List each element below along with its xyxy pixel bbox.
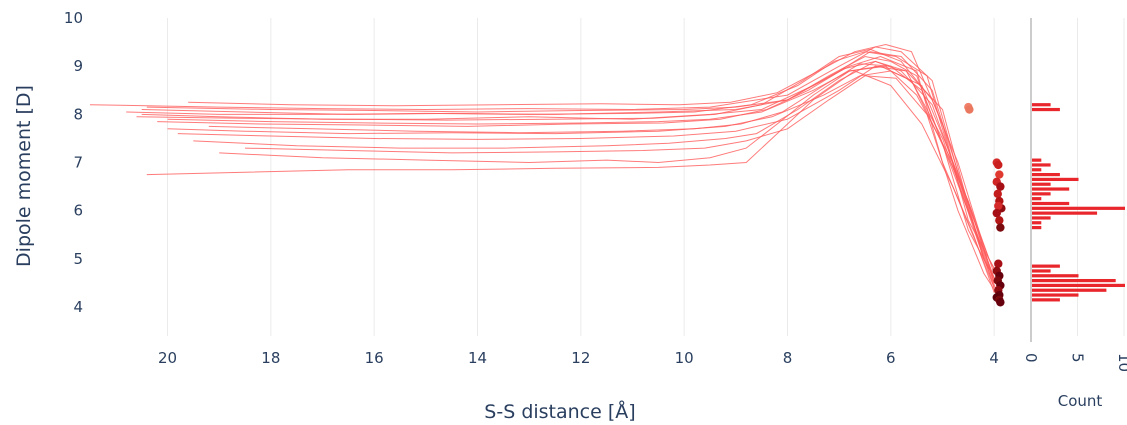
tick-labels: 20 18 16 14 12 10 8 6 4 4 5 6 7 8 9 10 0 5 10 — [64, 9, 1127, 372]
x-tick-label-4: 12 — [571, 349, 590, 367]
endpoint-marker-6 — [996, 182, 1005, 191]
trajectory-line-14 — [136, 48, 995, 284]
histogram-bar-19 — [1032, 274, 1079, 278]
trajectory-line-11 — [157, 60, 1000, 279]
endpoint-marker-7 — [993, 189, 1002, 199]
trajectory-line-4 — [146, 51, 1000, 293]
histogram-bar-20 — [1032, 278, 1116, 283]
histogram-bar-0 — [1032, 103, 1051, 107]
x-tick-label-7: 6 — [886, 349, 896, 367]
endpoint-markers — [964, 102, 1006, 307]
endpoint-marker-1 — [965, 105, 974, 114]
endpoint-marker-3 — [994, 160, 1003, 170]
hist-tick-label-0: 0 — [1022, 353, 1040, 363]
histogram-bar-23 — [1032, 293, 1079, 297]
trajectory-line-3 — [167, 65, 995, 284]
trajectory-line-7 — [146, 70, 995, 288]
histogram-x-axis-title: Count — [1058, 392, 1103, 410]
histogram-bar-10 — [1032, 197, 1042, 201]
trajectory-line-13 — [244, 75, 1000, 298]
trajectory-lines — [89, 43, 1000, 298]
trajectory-line-9 — [193, 60, 995, 279]
count-histogram — [1032, 103, 1125, 302]
histogram-bar-2 — [1032, 158, 1042, 162]
endpoint-marker-11 — [992, 208, 1001, 218]
histogram-bar-3 — [1032, 163, 1051, 167]
histogram-bar-13 — [1032, 211, 1098, 215]
x-tick-label-1: 18 — [261, 349, 280, 367]
trajectory-line-15 — [208, 63, 995, 288]
trajectory-line-0 — [89, 46, 1000, 289]
histogram-bar-5 — [1032, 172, 1060, 177]
hist-tick-label-1: 5 — [1069, 353, 1087, 363]
histogram-bar-15 — [1032, 221, 1042, 225]
trajectory-line-1 — [141, 55, 995, 279]
x-tick-label-0: 20 — [158, 349, 177, 367]
endpoint-marker-12 — [995, 216, 1004, 225]
histogram-bar-12 — [1032, 206, 1125, 210]
grid-lines — [167, 18, 1125, 342]
x-tick-label-3: 14 — [468, 349, 487, 367]
histogram-bar-17 — [1032, 264, 1060, 268]
histogram-bar-18 — [1032, 269, 1051, 273]
y-tick-label-4: 8 — [73, 105, 83, 123]
histogram-bar-6 — [1032, 177, 1079, 182]
hist-tick-label-2: 10 — [1115, 353, 1127, 372]
axis-titles: S-S distance [Å] Dipole moment [D] Count — [13, 85, 1102, 423]
endpoint-marker-23 — [996, 298, 1005, 307]
x-tick-label-6: 8 — [783, 349, 793, 367]
x-axis-title: S-S distance [Å] — [484, 400, 635, 423]
trajectory-line-8 — [219, 65, 995, 284]
y-tick-label-2: 6 — [73, 202, 83, 220]
y-tick-label-5: 9 — [73, 57, 83, 75]
endpoint-marker-10 — [994, 201, 1003, 211]
histogram-bar-7 — [1032, 182, 1051, 186]
y-tick-label-6: 10 — [64, 9, 83, 27]
histogram-bar-11 — [1032, 201, 1070, 206]
y-tick-label-1: 5 — [73, 250, 83, 268]
x-tick-label-2: 16 — [365, 349, 384, 367]
trajectory-line-6 — [177, 65, 1000, 298]
histogram-bar-22 — [1032, 288, 1107, 292]
histogram-bar-8 — [1032, 187, 1070, 191]
endpoint-marker-14 — [994, 259, 1003, 268]
histogram-bar-14 — [1032, 216, 1051, 220]
histogram-bar-16 — [1032, 225, 1042, 230]
histogram-bar-4 — [1032, 168, 1042, 172]
trajectory-line-5 — [167, 70, 995, 274]
histogram-bar-9 — [1032, 192, 1051, 196]
histogram-bar-1 — [1032, 107, 1060, 112]
trajectory-line-2 — [141, 55, 995, 293]
y-tick-label-3: 7 — [73, 154, 83, 172]
y-tick-label-0: 4 — [73, 298, 83, 316]
x-tick-label-8: 4 — [989, 349, 999, 367]
histogram-bar-24 — [1032, 298, 1060, 302]
x-tick-label-5: 10 — [675, 349, 694, 367]
endpoint-marker-4 — [995, 170, 1004, 179]
y-axis-title: Dipole moment [D] — [13, 85, 35, 267]
histogram-bar-21 — [1032, 283, 1125, 288]
trajectory-line-10 — [126, 51, 1000, 289]
endpoint-marker-13 — [996, 223, 1005, 232]
